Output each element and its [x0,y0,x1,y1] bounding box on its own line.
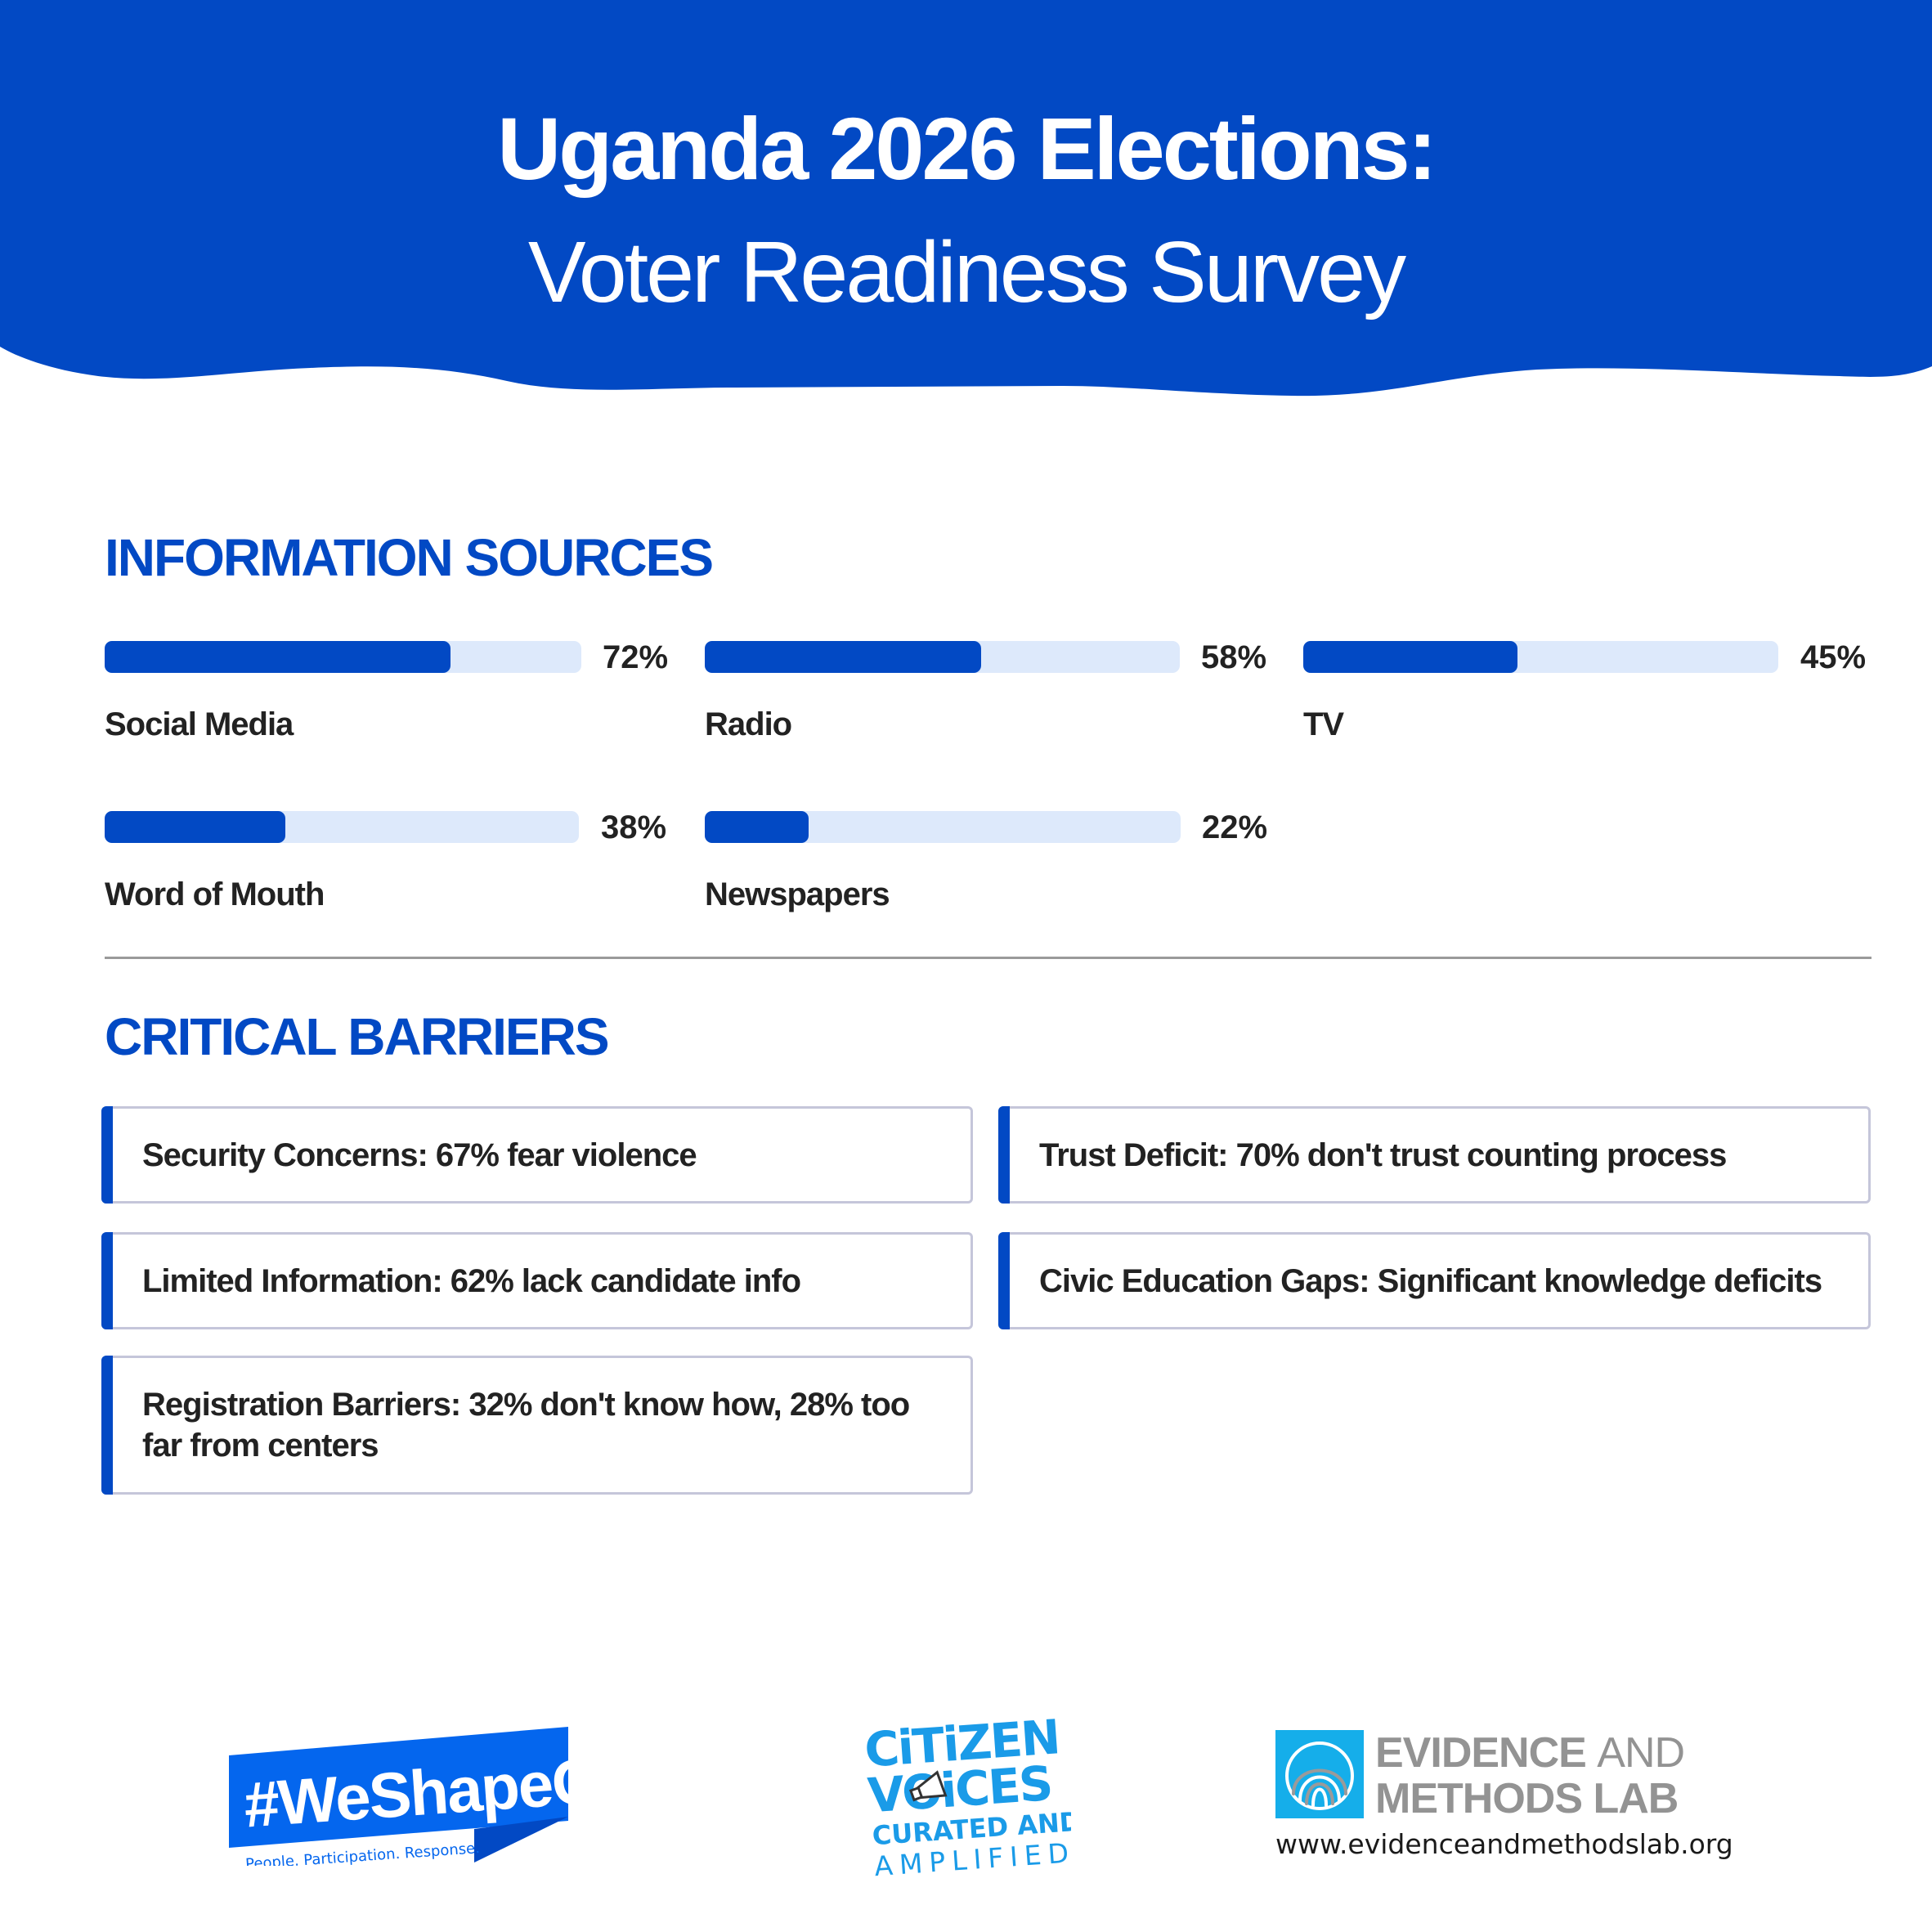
citizen-voices-logo: CiTiZEN VOiCES CURATED AND AMPLIFIED [863,1709,1082,1882]
barrier-text: Registration Barriers: 32% don't know ho… [142,1387,910,1464]
barrier-text: Trust Deficit: 70% don't trust counting … [1039,1136,1727,1173]
critical-barriers-heading: CRITICAL BARRIERS [105,1007,609,1066]
eml-name-evidence: EVIDENCE [1375,1729,1587,1777]
bar-value: 72% [603,639,669,675]
title-line-1: Uganda 2026 Elections: [497,99,1437,198]
bar-value: 22% [1202,809,1268,845]
bar-label: TV [1303,706,1344,742]
eml-website-link[interactable]: www.evidenceandmethodslab.org [1275,1828,1733,1860]
information-sources-heading: INFORMATION SOURCES [105,528,714,587]
svg-text:VOiCES: VOiCES [867,1755,1053,1824]
bar-item-social-media: 72% Social Media [105,639,677,772]
card-accent-bar [998,1106,1010,1204]
barrier-card-registration: Registration Barriers: 32% don't know ho… [101,1356,973,1495]
barrier-text: Security Concerns: 67% fear violence [142,1136,697,1173]
bar-value: 58% [1201,639,1267,675]
bar-label: Radio [705,706,792,742]
fingerprint-icon [1275,1730,1364,1818]
eml-name-and: AND [1597,1729,1685,1777]
weshapegov-logo: #WeShapeGov People. Participation. Respo… [229,1727,675,1873]
ribbon-icon: #WeShapeGov People. Participation. Respo… [229,1727,675,1873]
eml-name: EVIDENCE AND METHODS LAB [1375,1729,1685,1822]
barrier-text: Civic Education Gaps: Significant knowle… [1039,1262,1822,1299]
barrier-card-trust: Trust Deficit: 70% don't trust counting … [998,1106,1871,1204]
evidence-methods-lab-logo: EVIDENCE AND METHODS LAB www.evidenceand… [1275,1729,1733,1861]
bar-label: Word of Mouth [105,876,325,912]
megaphone-icon: CiTiZEN VOiCES CURATED AND AMPLIFIED [863,1709,1082,1882]
bar-fill [105,811,285,843]
card-accent-bar [998,1232,1010,1329]
bar-value: 38% [601,809,667,845]
card-accent-bar [101,1106,113,1204]
bar-item-radio: 58% Radio [705,639,1277,772]
title-line-2: Voter Readiness Survey [527,224,1406,321]
bar-item-tv: 45% TV [1303,639,1876,772]
barrier-text: Limited Information: 62% lack candidate … [142,1262,801,1299]
bar-value: 45% [1800,639,1867,675]
bar-label: Newspapers [705,876,890,912]
barrier-card-limited-information: Limited Information: 62% lack candidate … [101,1232,973,1329]
bar-item-word-of-mouth: 38% Word of Mouth [105,809,677,942]
bar-label: Social Media [105,706,294,742]
card-accent-bar [101,1232,113,1329]
wave-background [0,0,1932,397]
svg-text:CiTiZEN: CiTiZEN [867,1717,1060,1778]
bar-fill [105,641,451,673]
card-accent-bar [101,1356,113,1495]
bar-fill [705,811,809,843]
bar-fill [1303,641,1517,673]
barrier-card-security: Security Concerns: 67% fear violence [101,1106,973,1204]
barrier-card-civic-education: Civic Education Gaps: Significant knowle… [998,1232,1871,1329]
bar-item-newspapers: 22% Newspapers [705,809,1277,942]
bar-fill [705,641,981,673]
eml-name-methods-lab: METHODS LAB [1375,1775,1679,1822]
header-banner: Uganda 2026 Elections: Voter Readiness S… [0,0,1932,401]
section-divider [105,957,1871,959]
